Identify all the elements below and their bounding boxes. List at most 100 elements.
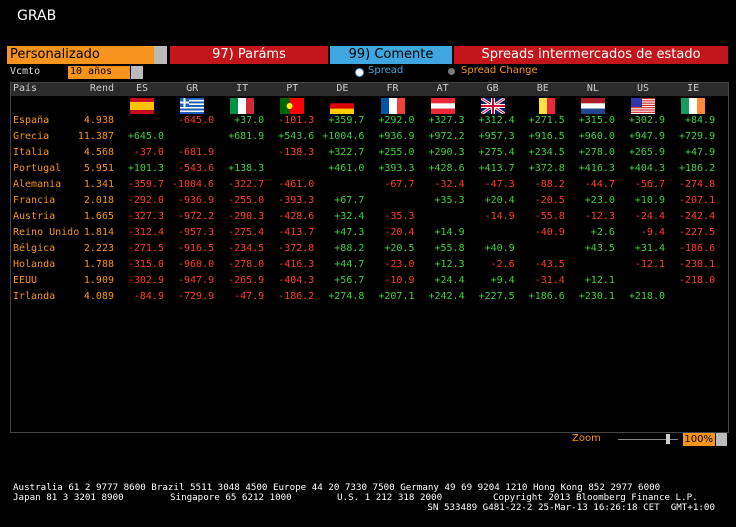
radio-spread[interactable] [355, 68, 364, 77]
spread-value: +138.3 [228, 163, 265, 174]
spread-value: -55.8 [534, 211, 565, 222]
spread-value: +20.5 [384, 243, 415, 254]
params-button[interactable]: 97) Paráms [170, 46, 328, 64]
spread-value: -265.9 [228, 275, 265, 286]
country-name: Irlanda [13, 291, 56, 302]
spread-value: -312.4 [127, 227, 164, 238]
spread-value: +936.9 [378, 131, 415, 142]
flag [280, 98, 305, 114]
spread-value: +290.3 [428, 147, 465, 158]
spread-value: -290.3 [228, 211, 265, 222]
spread-value: -47.9 [234, 291, 265, 302]
spread-value: -957.3 [177, 227, 215, 238]
comment-button[interactable]: 99) Comente [330, 46, 452, 64]
country-name: EEUU [13, 275, 38, 286]
spread-value: -275.4 [228, 227, 265, 238]
yield: 4.568 [83, 147, 114, 158]
spread-value: -20.5 [534, 195, 565, 206]
spread-value: +84.9 [684, 115, 716, 126]
preset-arrow[interactable] [154, 46, 167, 64]
maturity-select[interactable]: 10 años [68, 66, 130, 79]
spread-value: -20.4 [384, 227, 415, 238]
column-header: US [636, 83, 650, 94]
country-name: Portugal [13, 163, 62, 174]
spread-value: +960.0 [578, 131, 615, 142]
spread-value: -271.5 [127, 243, 164, 254]
spread-value: -315.0 [127, 259, 164, 270]
spread-value: +681.9 [228, 131, 265, 142]
maturity-arrow[interactable] [131, 66, 143, 79]
spread-option[interactable]: Spread [368, 65, 404, 76]
maturity-label: Vcmto [10, 66, 41, 77]
spread-value: +416.3 [578, 163, 615, 174]
spread-value: +372.8 [528, 163, 565, 174]
spread-value: +957.3 [478, 131, 515, 142]
spread-value: -227.5 [678, 227, 716, 238]
spread-value: -274.8 [678, 179, 716, 190]
spread-value: -14.9 [484, 211, 515, 222]
flag [430, 98, 455, 114]
spread-value: -2.6 [490, 259, 515, 270]
country-name: Grecia [13, 131, 50, 142]
column-header: Rend [89, 83, 114, 94]
spread-value: +47.9 [684, 147, 716, 158]
yield: 5.951 [83, 163, 114, 174]
spread-value: +322.7 [328, 147, 365, 158]
spread-value: +327.3 [428, 115, 465, 126]
spread-value: +393.3 [378, 163, 415, 174]
spread-value: +67.7 [334, 195, 365, 206]
yield: 1.788 [83, 259, 114, 270]
spread-value: +9.4 [490, 275, 515, 286]
spread-value: +56.7 [334, 275, 365, 286]
spread-value: -543.6 [177, 163, 215, 174]
yield: 2.018 [83, 195, 114, 206]
footer-line: Japan 81 3 3201 8900 [13, 492, 124, 503]
spread-value: +972.2 [428, 131, 465, 142]
zoom-arrow[interactable] [716, 433, 727, 446]
spread-value: -322.7 [228, 179, 265, 190]
spread-value: -372.8 [278, 243, 315, 254]
spread-value: -729.9 [177, 291, 215, 302]
spread-value: +47.3 [334, 227, 365, 238]
spread-value: -56.7 [634, 179, 665, 190]
spread-value: +43.5 [584, 243, 615, 254]
spread-value: -393.3 [278, 195, 315, 206]
spread-change-option[interactable]: Spread Change [461, 65, 538, 76]
spread-value: +278.0 [578, 147, 615, 158]
spread-value: +543.6 [278, 131, 315, 142]
footer-line: Singapore 65 6212 1000 [170, 492, 292, 503]
spread-value: +207.1 [378, 291, 415, 302]
spread-value: -645.0 [177, 115, 215, 126]
spread-value: -292.0 [127, 195, 164, 206]
spread-value: +227.5 [478, 291, 515, 302]
spread-value: +916.5 [528, 131, 565, 142]
spread-table: País Rend ES GR IT PT DE FR AT GB BE NL US IE España 4.… [10, 82, 729, 433]
spread-value: -23.0 [384, 259, 415, 270]
spread-value: -255.0 [228, 195, 265, 206]
preset-select[interactable]: Personalizado [7, 46, 156, 64]
spread-value: -12.1 [634, 259, 665, 270]
spread-value: +44.7 [334, 259, 365, 270]
spread-value: -681.9 [177, 147, 215, 158]
footer-line: SN 533489 G481-22-2 25-Mar-13 16:26:18 C… [427, 502, 715, 513]
column-header: DE [336, 83, 349, 94]
radio-spread-change[interactable] [448, 68, 455, 75]
country-name: Holanda [13, 259, 56, 270]
spread-value: +265.9 [628, 147, 665, 158]
zoom-value[interactable]: 100% [683, 433, 715, 446]
zoom-thumb[interactable] [666, 434, 670, 444]
spread-value: -947.9 [177, 275, 215, 286]
country-name: Austria [13, 211, 56, 222]
spread-value: -404.3 [278, 275, 315, 286]
spread-value: -234.5 [228, 243, 265, 254]
spread-value: +428.6 [428, 163, 465, 174]
flag [230, 98, 255, 114]
flag [580, 98, 605, 114]
country-name: Francia [13, 195, 56, 206]
flag [180, 98, 205, 114]
zoom-slider[interactable] [618, 439, 678, 440]
flag [380, 98, 405, 114]
flag [631, 98, 655, 114]
spread-value: +88.2 [334, 243, 365, 254]
